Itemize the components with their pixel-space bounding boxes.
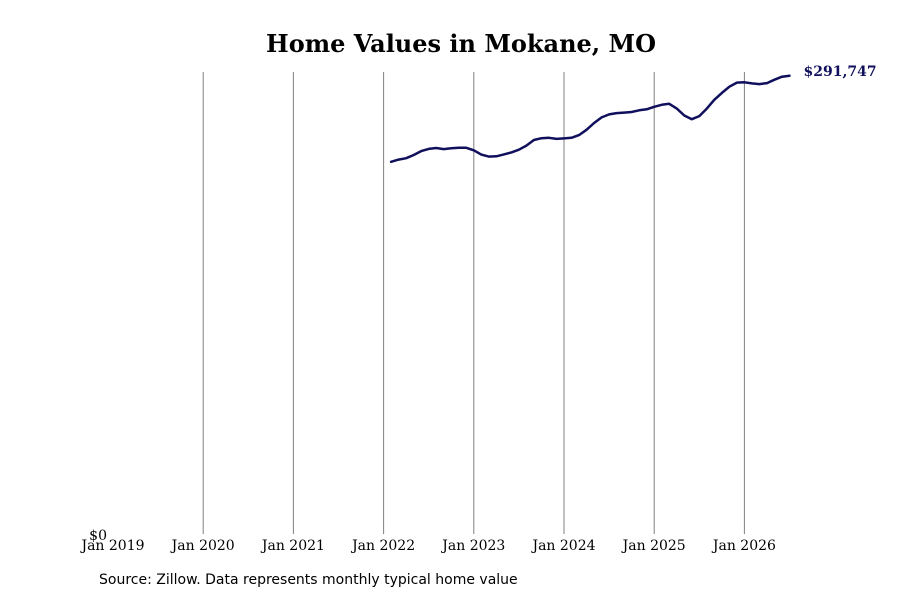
- series-line: [389, 74, 791, 164]
- x-tick-label: Jan 2026: [711, 538, 776, 554]
- x-tick-label: Jan 2025: [621, 538, 686, 554]
- x-tick-label: Jan 2019: [79, 538, 144, 554]
- source-note: Source: Zillow. Data represents monthly …: [99, 572, 518, 588]
- chart-title: Home Values in Mokane, MO: [266, 29, 656, 58]
- end-value-label: $291,747: [804, 64, 877, 80]
- x-tick-label: Jan 2021: [260, 538, 325, 554]
- x-axis-ticks: Jan 2019 Jan 2020 Jan 2021 Jan 2022 Jan 2023…: [79, 538, 776, 554]
- y-tick-label: $0: [89, 528, 107, 544]
- x-tick-label: Jan 2024: [530, 538, 595, 554]
- x-tick-label: Jan 2023: [440, 538, 505, 554]
- x-tick-label: Jan 2022: [350, 538, 415, 554]
- x-tick-label: Jan 2020: [170, 538, 235, 554]
- grid-lines: [202, 72, 745, 534]
